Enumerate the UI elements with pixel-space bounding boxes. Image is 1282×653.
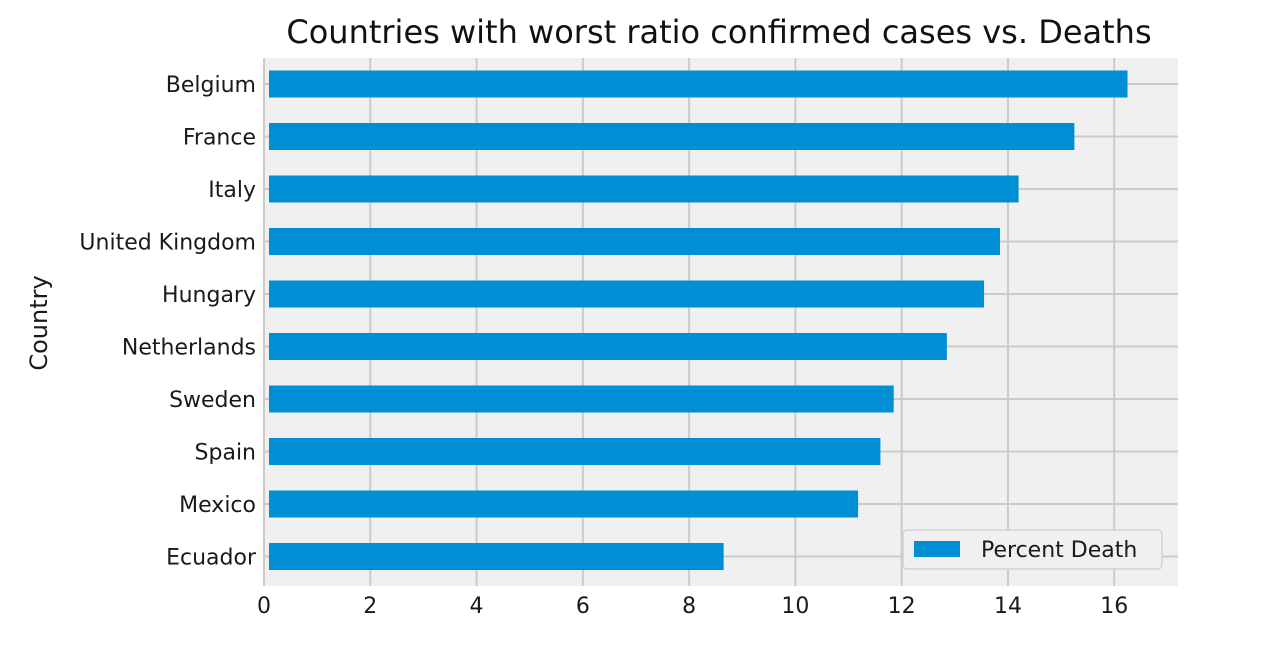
bar-italy [269,175,1019,203]
x-tick-label: 8 [682,594,696,619]
bar-mexico [269,490,859,518]
x-tick-label: 6 [576,594,590,619]
legend-swatch [914,541,960,557]
y-tick-label: United Kingdom [79,231,256,256]
chart-title: Countries with worst ratio confirmed cas… [286,13,1151,51]
y-tick-label: Italy [208,178,256,203]
legend-label: Percent Death [981,538,1137,563]
y-tick-label: France [183,126,256,151]
y-tick-label: Spain [195,441,256,466]
y-tick-labels: Belgium France Italy United Kingdom Hungary N… [79,73,257,571]
y-tick-label: Hungary [162,283,256,308]
bar-netherlands [269,333,947,360]
x-tick-label: 2 [363,594,377,619]
bar-france [269,123,1075,150]
bar-sweden [269,385,894,413]
bar-united-kingdom [269,228,1000,255]
x-tick-label: 12 [888,594,916,619]
x-tick-label: 0 [257,594,271,619]
x-tick-label: 16 [1100,594,1128,619]
bar-spain [269,438,881,465]
legend-box [902,529,1163,570]
bar-hungary [269,280,985,308]
y-tick-label: Netherlands [122,336,256,361]
x-tick-label: 4 [470,594,484,619]
y-tick-label: Ecuador [166,546,257,571]
bar-ecuador [269,543,724,570]
bars-layer [269,70,1128,570]
legend: Percent Death [902,529,1163,570]
y-axis-label: Country [25,275,53,370]
x-tick-labels: 0 2 4 6 8 10 12 14 16 [257,594,1128,619]
y-tick-label: Sweden [169,388,256,413]
x-tick-label: 14 [994,594,1022,619]
x-tick-label: 10 [781,594,809,619]
y-tick-label: Belgium [166,73,256,98]
y-tick-label: Mexico [179,493,256,518]
bar-belgium [269,70,1128,98]
